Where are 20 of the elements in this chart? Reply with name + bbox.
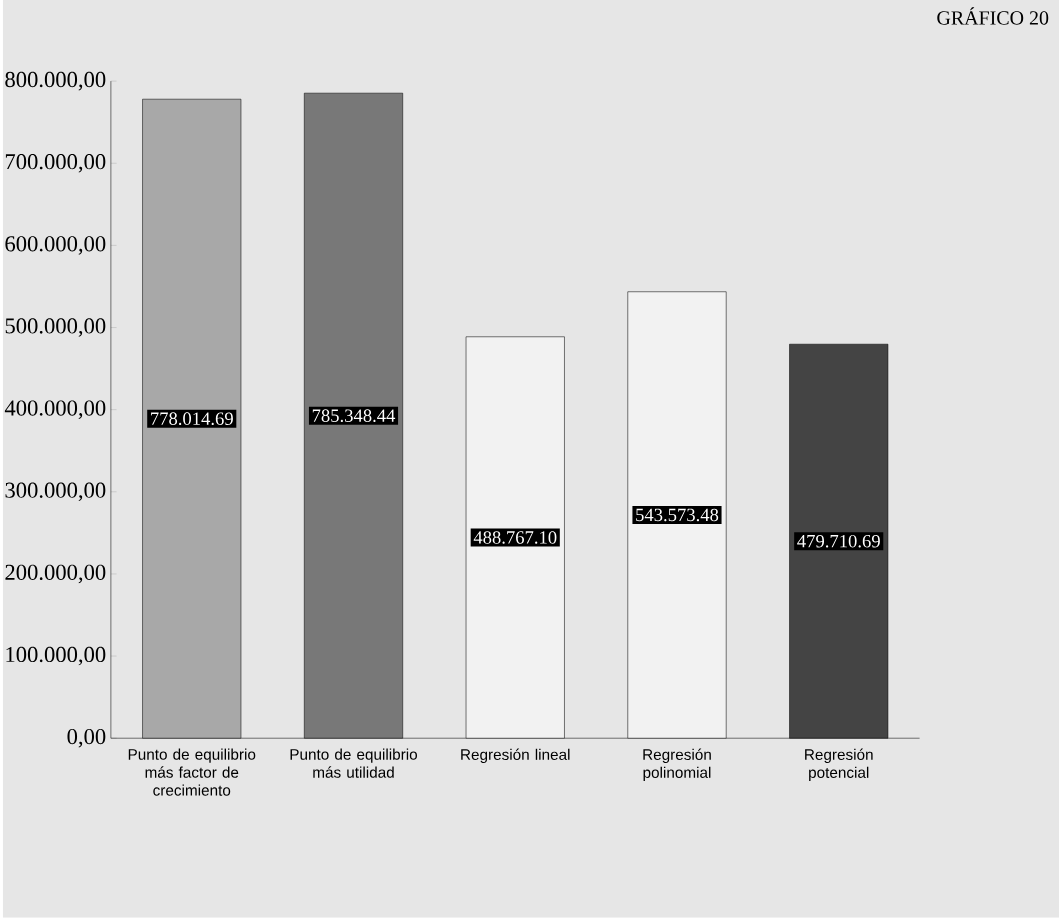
y-tick-label: 600.000,00 xyxy=(5,236,106,255)
y-tick-label: 200.000,00 xyxy=(5,564,106,584)
y-tick-label: 100.000,00 xyxy=(6,646,106,666)
x-tick-label: Regresión lineal xyxy=(461,748,570,764)
y-tick-label: 0,00 xyxy=(67,729,106,748)
y-tick-label: 300.000,00 xyxy=(5,482,106,502)
y-tick-label: 500.000,00 xyxy=(5,318,106,337)
data-label: 543.573.48 xyxy=(636,508,719,522)
x-tick-label: Regresión potencial xyxy=(805,748,873,782)
y-tick-label: 400.000,00 xyxy=(4,400,106,420)
data-label: 488.767.10 xyxy=(473,531,557,544)
y-tick-label: 700.000,00 xyxy=(5,154,106,173)
x-tick-label: Regresión polinomial xyxy=(643,748,711,782)
data-label: 778.014.69 xyxy=(151,412,233,426)
x-tick-label: Punto de equilibrio más utilidad xyxy=(290,748,418,778)
y-tick-label: 800.000,00 xyxy=(5,71,106,91)
data-label: 785.348.44 xyxy=(312,409,396,423)
text: GRÁFICO 20 xyxy=(937,7,1049,25)
data-label: 479.710.69 xyxy=(797,534,880,548)
x-tick-label: Punto de equilibrio más factor de crecimiento xyxy=(128,748,256,796)
